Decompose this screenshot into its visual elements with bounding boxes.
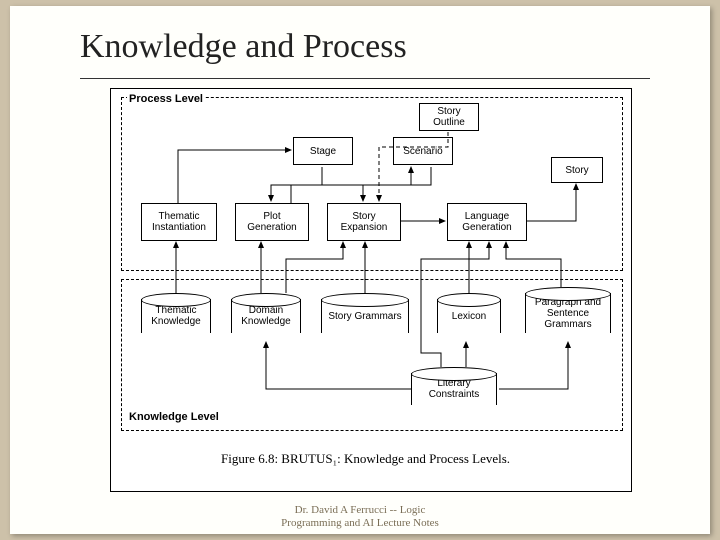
node-story-expansion: StoryExpansion (327, 203, 401, 241)
footer: Dr. David A Ferrucci -- Logic Programmin… (10, 504, 710, 530)
process-level-label: Process Level (127, 93, 205, 105)
node-label: Scenario (403, 146, 442, 157)
page-title: Knowledge and Process (80, 28, 407, 66)
node-label: LiteraryConstraints (429, 378, 480, 400)
node-label: DomainKnowledge (241, 305, 290, 327)
node-plot-generation: PlotGeneration (235, 203, 309, 241)
footer-line1: Dr. David A Ferrucci -- Logic (295, 504, 426, 516)
node-lexicon: Lexicon (437, 293, 501, 339)
node-thematic-knowledge: ThematicKnowledge (141, 293, 211, 339)
node-paragraph-grammars: Paragraph andSentenceGrammars (525, 287, 611, 339)
node-story-outline: StoryOutline (419, 103, 479, 131)
node-label: Stage (310, 146, 336, 157)
node-stage: Stage (293, 137, 353, 165)
slide: Knowledge and Process Process Level Know… (10, 6, 710, 534)
node-label: ThematicKnowledge (151, 305, 200, 327)
node-label: StoryExpansion (341, 211, 388, 233)
node-story-grammars: Story Grammars (321, 293, 409, 339)
footer-line2: Programming and AI Lecture Notes (281, 517, 439, 529)
node-label: StoryOutline (433, 106, 465, 128)
caption-text: Figure 6.8: BRUTUS₁: Knowledge and Proce… (221, 451, 510, 466)
knowledge-level-label: Knowledge Level (127, 411, 221, 423)
node-language-generation: LanguageGeneration (447, 203, 527, 241)
node-thematic-instantiation: ThematicInstantiation (141, 203, 217, 241)
node-label: ThematicInstantiation (152, 211, 206, 233)
node-literary-constraints: LiteraryConstraints (411, 367, 497, 411)
node-label: Story (565, 165, 588, 176)
process-level-box (121, 97, 623, 271)
node-label: Paragraph andSentenceGrammars (535, 297, 601, 330)
node-label: Lexicon (452, 311, 486, 322)
node-label: LanguageGeneration (462, 211, 511, 233)
title-rule (80, 78, 650, 79)
node-story: Story (551, 157, 603, 183)
node-label: Story Grammars (328, 311, 401, 322)
node-label: PlotGeneration (247, 211, 296, 233)
node-scenario: Scenario (393, 137, 453, 165)
diagram-figure: Process Level Knowledge Level StoryOutli… (110, 88, 632, 492)
node-domain-knowledge: DomainKnowledge (231, 293, 301, 339)
figure-caption: Figure 6.8: BRUTUS₁: Knowledge and Proce… (221, 451, 510, 467)
